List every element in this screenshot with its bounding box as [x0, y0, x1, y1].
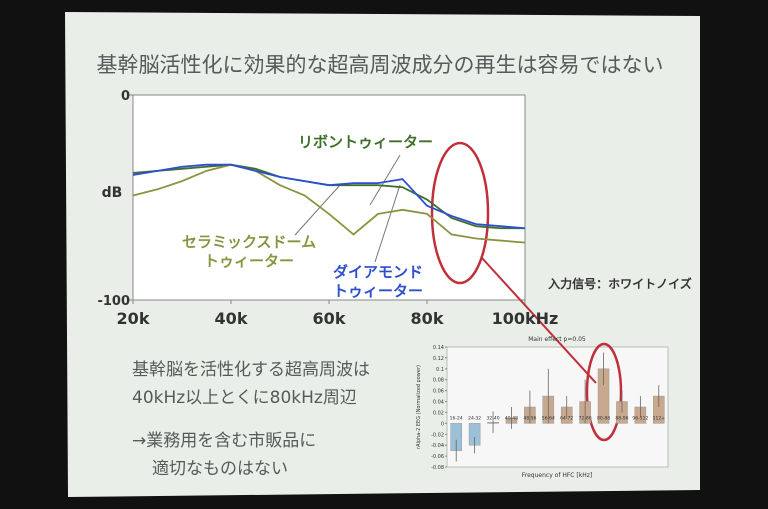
y-tick-label: -100	[97, 294, 130, 309]
x-tick-label: 24-32	[468, 415, 481, 421]
y-tick-label: 0.06	[433, 389, 444, 395]
y-label: dB	[102, 185, 123, 201]
x-tick-label: 88-96	[615, 415, 628, 421]
x-tick-label: 20k	[117, 309, 150, 328]
y-tick-label: 0.04	[433, 400, 444, 406]
chart2-title: Main effect p=0.05	[528, 336, 586, 343]
series-label: ダイアモンド トゥィーター	[333, 263, 424, 300]
x-tick-label: 80-88	[597, 415, 610, 421]
x-tick-label: 72-80	[579, 415, 592, 421]
y-tick-label: 0.1	[436, 367, 444, 373]
series-label: セラミックスドーム トゥィーター	[182, 233, 317, 270]
x-tick-label: 80k	[411, 309, 444, 328]
y-tick-label: -0.04	[431, 443, 444, 449]
y-tick-label: 0	[441, 421, 444, 427]
y-tick-label: 0.14	[433, 345, 444, 351]
highlight	[430, 141, 490, 285]
x-tick-label: 64-72	[560, 415, 573, 421]
x-tick-label: 60k	[313, 309, 346, 328]
text-line: →業務用を含む市販品に	[132, 431, 317, 451]
y-tick-label: -0.08	[431, 465, 444, 471]
x-tick-label: 96-112	[632, 415, 648, 421]
annotation: 入力信号：ホワイトノイズ	[548, 276, 692, 291]
y-tick-label: 0.12	[433, 356, 444, 362]
y-tick-label: 0	[121, 89, 130, 104]
text-line: 40kHz以上とくに80kHz周辺	[132, 388, 357, 408]
text-line: 適切なものはない	[152, 459, 288, 479]
highlight	[585, 342, 623, 442]
connector	[481, 257, 597, 384]
series-label: リボントゥィーター	[298, 133, 434, 151]
leader	[369, 154, 401, 206]
x-tick-label: 32-40	[487, 415, 500, 421]
x-tick-label: 56-64	[542, 415, 555, 421]
leader	[294, 184, 341, 236]
series-line	[132, 163, 526, 230]
leader	[374, 184, 401, 263]
x-tick-label: 40k	[215, 309, 248, 328]
x-tick-label: 48-56	[523, 415, 536, 421]
x-tick-label: 16-24	[450, 415, 463, 421]
y-tick-label: -0.06	[431, 454, 444, 460]
x-tick-label: 100kHz	[492, 309, 559, 328]
x-tick-label: 112+	[653, 415, 666, 421]
slide-title: 基幹脳活性化に効果的な超高周波成分の再生は容易ではない	[97, 53, 664, 77]
x-tick-label: 40-48	[505, 415, 518, 421]
plot-area-2	[446, 346, 669, 468]
y-tick-label: 0.02	[433, 410, 444, 416]
y-tick-label: 0.08	[433, 378, 444, 384]
text-line: 基幹脳を活性化する超高周波は	[132, 360, 370, 380]
series-line	[132, 163, 526, 244]
y-label: rAlpha-2 EEG (Normalized power)	[416, 365, 422, 449]
x-label: Frequency of HFC [kHz]	[522, 472, 592, 479]
y-tick-label: -0.02	[431, 432, 444, 438]
